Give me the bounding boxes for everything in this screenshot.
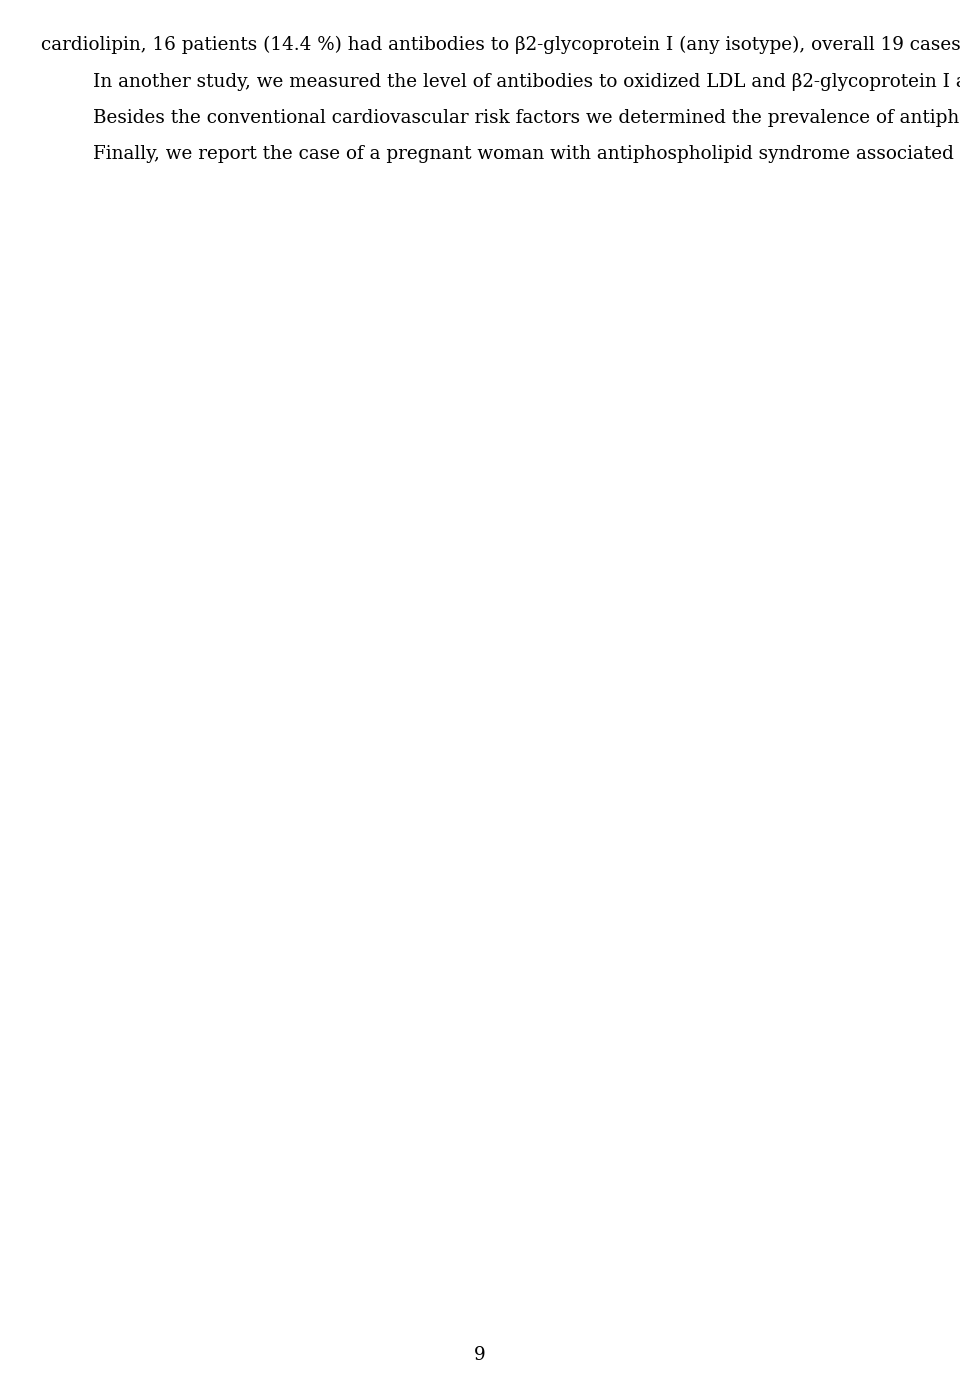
Text: Besides the conventional cardiovascular risk factors we determined the prevalenc: Besides the conventional cardiovascular …: [93, 108, 960, 126]
Text: 9: 9: [474, 1346, 486, 1363]
Text: Finally, we report the case of a pregnant woman with antiphospholipid syndrome a: Finally, we report the case of a pregnan…: [93, 145, 960, 163]
Text: cardiolipin, 16 patients (14.4 %) had antibodies to β2-glycoprotein I (any isoty: cardiolipin, 16 patients (14.4 %) had an…: [41, 36, 960, 54]
Text: In another study, we measured the level of antibodies to oxidized LDL and β2-gly: In another study, we measured the level …: [93, 72, 960, 90]
